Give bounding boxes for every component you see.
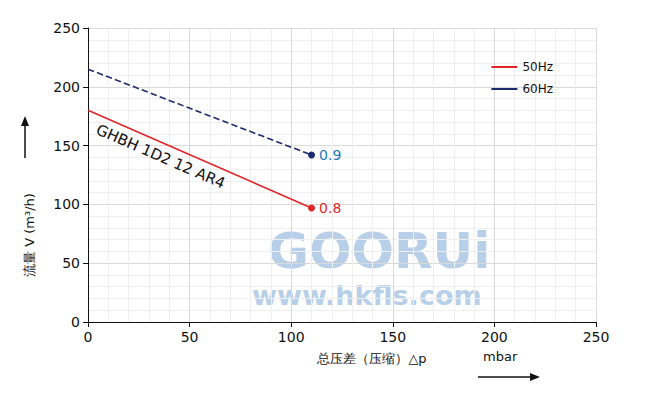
svg-text:mbar: mbar bbox=[483, 349, 518, 364]
svg-text:250: 250 bbox=[583, 329, 610, 345]
svg-text:总压差（压缩）△p: 总压差（压缩）△p bbox=[316, 351, 426, 366]
svg-text:GOORUi: GOORUi bbox=[268, 222, 491, 280]
svg-text:0.9: 0.9 bbox=[319, 147, 341, 163]
svg-text:150: 150 bbox=[53, 138, 80, 154]
svg-text:50Hz: 50Hz bbox=[522, 60, 553, 74]
svg-text:GHBH 1D2 12 AR4: GHBH 1D2 12 AR4 bbox=[93, 121, 227, 193]
svg-text:150: 150 bbox=[379, 329, 406, 345]
svg-text:www.hkfls.com: www.hkfls.com bbox=[252, 280, 482, 311]
svg-text:流量 V (m³/h): 流量 V (m³/h) bbox=[22, 193, 37, 277]
svg-text:50: 50 bbox=[62, 255, 80, 271]
svg-text:60Hz: 60Hz bbox=[522, 82, 553, 96]
svg-text:200: 200 bbox=[481, 329, 508, 345]
svg-text:0.8: 0.8 bbox=[319, 200, 341, 216]
svg-text:0: 0 bbox=[71, 314, 80, 330]
svg-text:0: 0 bbox=[84, 329, 93, 345]
svg-text:100: 100 bbox=[278, 329, 305, 345]
svg-text:50: 50 bbox=[181, 329, 199, 345]
svg-text:100: 100 bbox=[53, 196, 80, 212]
svg-text:250: 250 bbox=[53, 20, 80, 36]
svg-text:200: 200 bbox=[53, 79, 80, 95]
